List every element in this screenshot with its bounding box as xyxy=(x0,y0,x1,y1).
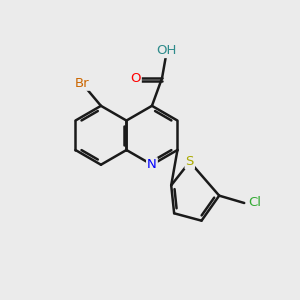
Text: S: S xyxy=(186,155,194,168)
Text: Br: Br xyxy=(75,77,89,90)
Text: O: O xyxy=(130,72,141,85)
Text: Cl: Cl xyxy=(249,196,262,209)
Text: OH: OH xyxy=(156,44,177,57)
Text: N: N xyxy=(147,158,157,171)
